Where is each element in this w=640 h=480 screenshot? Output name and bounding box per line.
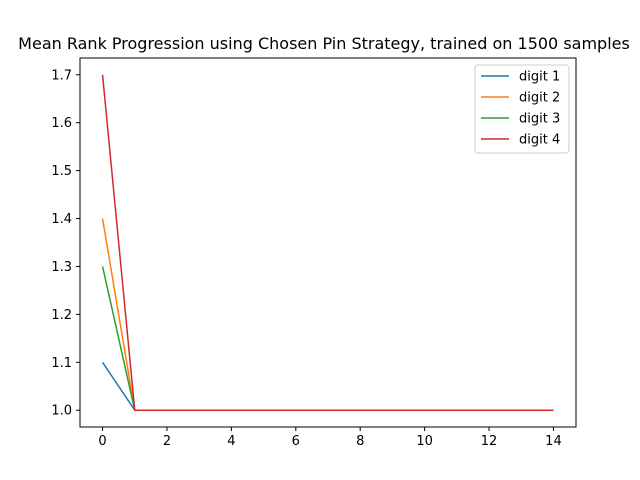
- series-line-digit-1: [101, 361, 554, 411]
- legend-label: digit 1: [519, 70, 560, 85]
- x-axis: 0 2 4 6 8 10 12 14: [98, 427, 562, 449]
- series-lines: [101, 74, 554, 411]
- series-line-digit-4: [101, 74, 554, 411]
- y-tick-label: 1.3: [51, 260, 72, 275]
- series-line-digit-3: [101, 266, 554, 411]
- y-axis: 1.0 1.1 1.2 1.3 1.4 1.5 1.6 1.7: [51, 68, 80, 419]
- legend-label: digit 4: [519, 133, 560, 148]
- y-tick-label: 1.4: [51, 212, 72, 227]
- legend: digit 1 digit 2 digit 3 digit 4: [474, 64, 570, 154]
- x-tick-label: 14: [545, 434, 562, 449]
- x-tick-label: 0: [98, 434, 106, 449]
- x-tick-label: 12: [481, 434, 498, 449]
- axes-frame: [79, 57, 577, 428]
- x-tick-label: 4: [227, 434, 235, 449]
- legend-label: digit 3: [519, 112, 560, 127]
- x-tick-label: 8: [356, 434, 364, 449]
- x-tick-label: 2: [163, 434, 171, 449]
- y-tick-label: 1.1: [51, 356, 72, 371]
- y-tick-label: 1.7: [51, 68, 72, 83]
- y-tick-label: 1.2: [51, 308, 72, 323]
- legend-box: [474, 64, 570, 154]
- y-tick-label: 1.0: [51, 404, 72, 419]
- series-line-digit-2: [101, 218, 554, 411]
- y-tick-label: 1.6: [51, 116, 72, 131]
- x-tick-label: 6: [292, 434, 300, 449]
- x-tick-label: 10: [416, 434, 433, 449]
- legend-label: digit 2: [519, 91, 560, 106]
- chart-title: Mean Rank Progression using Chosen Pin S…: [18, 34, 630, 53]
- y-tick-label: 1.5: [51, 164, 72, 179]
